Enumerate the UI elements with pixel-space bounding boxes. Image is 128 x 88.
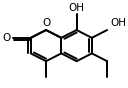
- Text: OH: OH: [69, 3, 85, 13]
- Text: OH: OH: [110, 18, 126, 28]
- Text: O: O: [42, 18, 50, 28]
- Text: O: O: [2, 33, 10, 43]
